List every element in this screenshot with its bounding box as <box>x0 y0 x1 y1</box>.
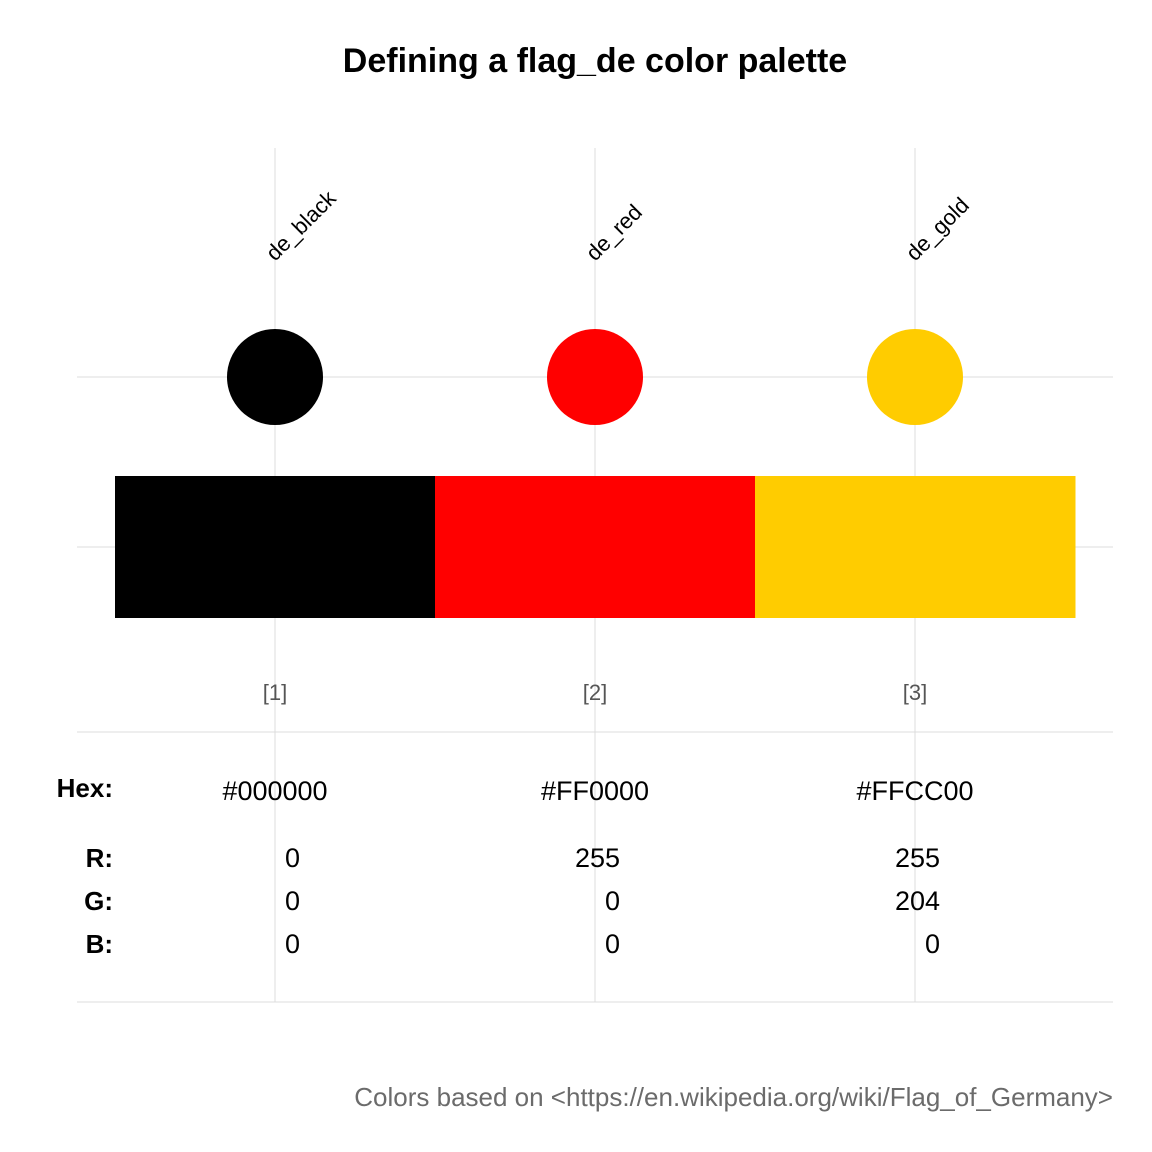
color-swatch <box>115 476 436 618</box>
color-dot <box>547 329 643 425</box>
color-name-label: de_red <box>581 199 647 265</box>
chart-title: Defining a flag_de color palette <box>343 42 847 80</box>
rgb-g-value: 204 <box>895 886 940 916</box>
row-label-r: R: <box>86 843 113 873</box>
color-swatch <box>755 476 1076 618</box>
color-index-label: [2] <box>583 680 607 705</box>
row-label-b: B: <box>86 929 113 959</box>
rgb-g-value: 0 <box>285 886 300 916</box>
rgb-r-value: 255 <box>895 843 940 873</box>
row-label-hex: Hex: <box>57 773 113 803</box>
color-index-label: [1] <box>263 680 287 705</box>
rgb-g-value: 0 <box>605 886 620 916</box>
rgb-b-value: 0 <box>605 929 620 959</box>
row-label-g: G: <box>84 886 113 916</box>
color-name-label: de_gold <box>901 192 974 265</box>
hex-value: #FF0000 <box>541 776 649 806</box>
color-dot <box>227 329 323 425</box>
rgb-b-value: 0 <box>925 929 940 959</box>
color-dot <box>867 329 963 425</box>
rgb-r-value: 255 <box>575 843 620 873</box>
hex-value: #FFCC00 <box>856 776 973 806</box>
color-index-label: [3] <box>903 680 927 705</box>
rgb-b-value: 0 <box>285 929 300 959</box>
color-swatch <box>435 476 756 618</box>
rgb-r-value: 0 <box>285 843 300 873</box>
color-name-label: de_black <box>261 185 342 266</box>
caption: Colors based on <https://en.wikipedia.or… <box>354 1082 1113 1112</box>
hex-value: #000000 <box>222 776 327 806</box>
